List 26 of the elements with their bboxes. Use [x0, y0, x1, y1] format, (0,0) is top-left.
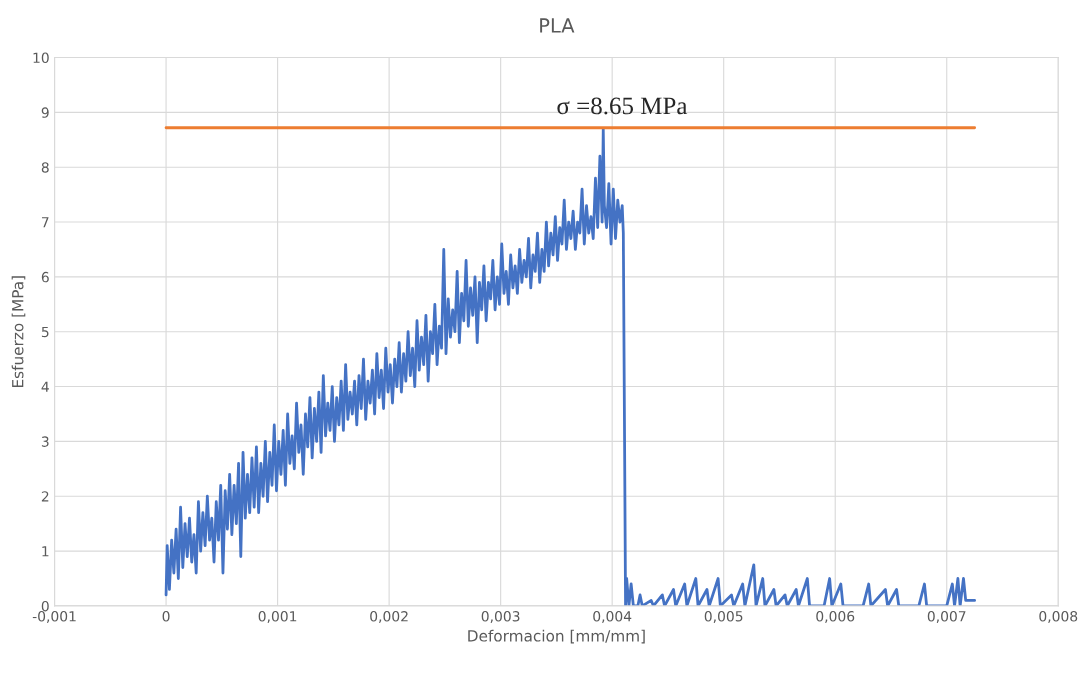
y-tick-label: 4 — [41, 381, 49, 392]
y-tick-label: 9 — [41, 107, 49, 118]
y-tick-label: 10 — [33, 52, 49, 64]
x-tick-label: 0,002 — [370, 611, 408, 623]
x-axis-title: Deformacion [mm/mm] — [468, 629, 645, 644]
y-tick-label: 1 — [42, 546, 49, 557]
x-tick-label: 0,001 — [258, 611, 297, 623]
y-tick-label: 7 — [41, 217, 49, 228]
x-tick-label: 0,003 — [481, 611, 520, 623]
line-series — [164, 127, 977, 606]
x-tick-label: 0,008 — [1039, 611, 1078, 623]
annotation: σ =8.65 MPa — [557, 97, 688, 115]
x-tick-label: 0,004 — [593, 611, 632, 623]
chart-title: PLA — [540, 18, 575, 33]
y-axis-title: Esfuerzo [MPa] — [11, 276, 26, 388]
y-tick-label: 2 — [41, 491, 49, 502]
x-tick-label: 0 — [162, 611, 170, 622]
x-tick-label: 0,007 — [927, 611, 966, 623]
y-tick-label: 3 — [41, 436, 49, 447]
x-tick-label: 0,005 — [704, 611, 743, 623]
x-tick-label: -0,001 — [32, 611, 76, 623]
y-tick-label: 6 — [41, 271, 49, 283]
y-tick-label: 8 — [41, 162, 49, 173]
y-tick-label: 0 — [41, 600, 49, 612]
y-tick-label: 5 — [41, 326, 49, 338]
x-tick-label: 0,006 — [816, 611, 855, 623]
